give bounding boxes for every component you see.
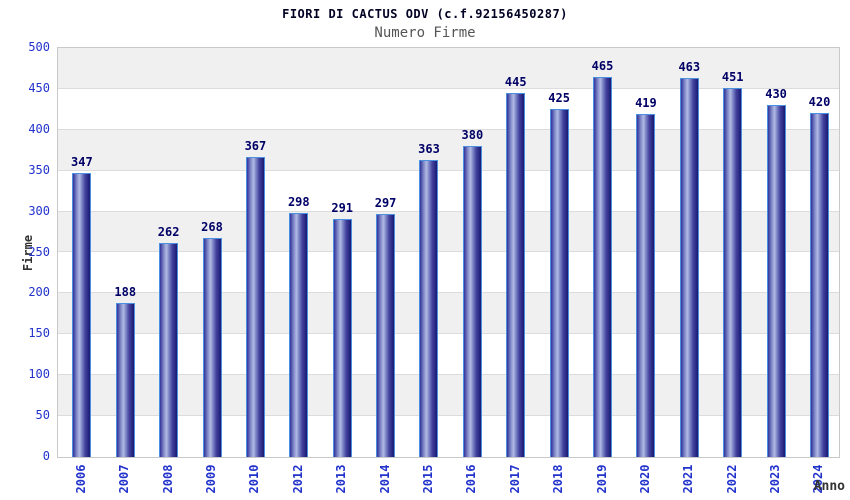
x-tick-label: 2009 [204, 464, 219, 494]
bar-value-label: 262 [157, 224, 180, 239]
bar-value-label: 297 [374, 196, 397, 211]
grid-band [58, 48, 839, 89]
bar-2014 [376, 214, 396, 457]
x-tick-label: 2019 [594, 464, 609, 494]
bar-value-label: 363 [418, 142, 440, 157]
x-tick-label: 2013 [334, 464, 349, 494]
plot-area: 347 188 262 268 367 298 291 297 363 380 445 425 465 4… [57, 47, 840, 458]
x-tick-label: 2023 [768, 464, 783, 494]
grid-band [58, 88, 839, 130]
y-tick-label: 50 [35, 408, 50, 423]
bar-value-label: 445 [504, 75, 527, 89]
bar-value-label: 451 [721, 70, 744, 85]
grid-bands [58, 48, 839, 457]
grid-band [58, 170, 839, 212]
bar-2012 [289, 213, 309, 457]
bar-value-label: 430 [765, 87, 787, 102]
y-tick-label: 250 [28, 244, 50, 259]
x-tick-label: 2010 [247, 464, 262, 494]
grid-band [58, 293, 839, 335]
y-tick-label: 300 [28, 203, 50, 218]
bar-2008 [159, 242, 179, 457]
bar-value-label: 419 [635, 96, 657, 111]
x-tick-label: 2017 [507, 464, 522, 494]
y-tick-label: 500 [28, 40, 50, 54]
grid-band [58, 375, 839, 417]
bar-2021 [679, 78, 699, 457]
bar-2010 [245, 156, 265, 457]
bar-value-label: 347 [71, 155, 93, 170]
x-tick-label: 2007 [117, 464, 132, 494]
x-tick-label: 2012 [290, 464, 305, 494]
grid-band [58, 416, 839, 457]
x-tick-label: 2020 [637, 464, 652, 494]
x-tick-label: 2006 [73, 464, 88, 494]
grid-band [58, 252, 839, 294]
bar-2023 [766, 105, 786, 457]
x-tick-label: 2021 [681, 464, 696, 494]
y-tick-label: 200 [28, 285, 50, 300]
chart-title: FIORI DI CACTUS ODV (c.f.92156450287) [282, 7, 568, 21]
y-tick-label: 350 [28, 162, 50, 177]
y-tick-label: 0 [42, 449, 50, 463]
x-tick-label: 2016 [464, 464, 479, 494]
bar-2017 [506, 93, 526, 457]
grid-band [58, 211, 839, 253]
bar-value-label: 380 [461, 128, 484, 143]
bar-value-label: 420 [808, 95, 831, 110]
bar-value-label: 425 [548, 91, 570, 106]
x-axis-label: Anno [813, 479, 845, 494]
bar-value-label: 291 [331, 200, 354, 215]
bar-2016 [462, 146, 482, 457]
x-tick-label: 2014 [377, 464, 392, 494]
bar-2007 [115, 303, 135, 457]
x-tick-label: 2015 [420, 464, 435, 494]
bar-2020 [636, 114, 656, 457]
grid-band [58, 334, 839, 376]
bar-value-label: 298 [287, 195, 310, 210]
bar-value-label: 463 [678, 60, 701, 75]
x-tick-label: 2022 [724, 464, 739, 494]
bar-2006 [72, 173, 92, 457]
x-tick-label: 2018 [551, 464, 566, 494]
y-tick-label: 100 [28, 367, 50, 382]
bar-2013 [332, 218, 352, 457]
bar-value-label: 367 [244, 138, 267, 153]
bar-2022 [723, 88, 743, 457]
bar-value-label: 268 [201, 219, 223, 234]
y-tick-label: 400 [28, 121, 50, 136]
bar-2018 [549, 109, 569, 457]
bar-2019 [593, 76, 613, 457]
bar-2009 [202, 237, 222, 457]
y-tick-label: 450 [28, 80, 50, 95]
y-tick-label: 150 [28, 326, 50, 341]
bar-value-label: 465 [591, 58, 614, 73]
chart-subtitle: Numero Firme [374, 25, 476, 41]
bar-value-label: 188 [114, 285, 137, 300]
bar-2024 [809, 113, 829, 457]
grid-band [58, 129, 839, 171]
bar-2015 [419, 160, 439, 457]
bars-layer: 347 188 262 268 367 298 291 297 363 380 445 425 465 4… [58, 48, 839, 457]
x-tick-label: 2008 [160, 464, 175, 494]
